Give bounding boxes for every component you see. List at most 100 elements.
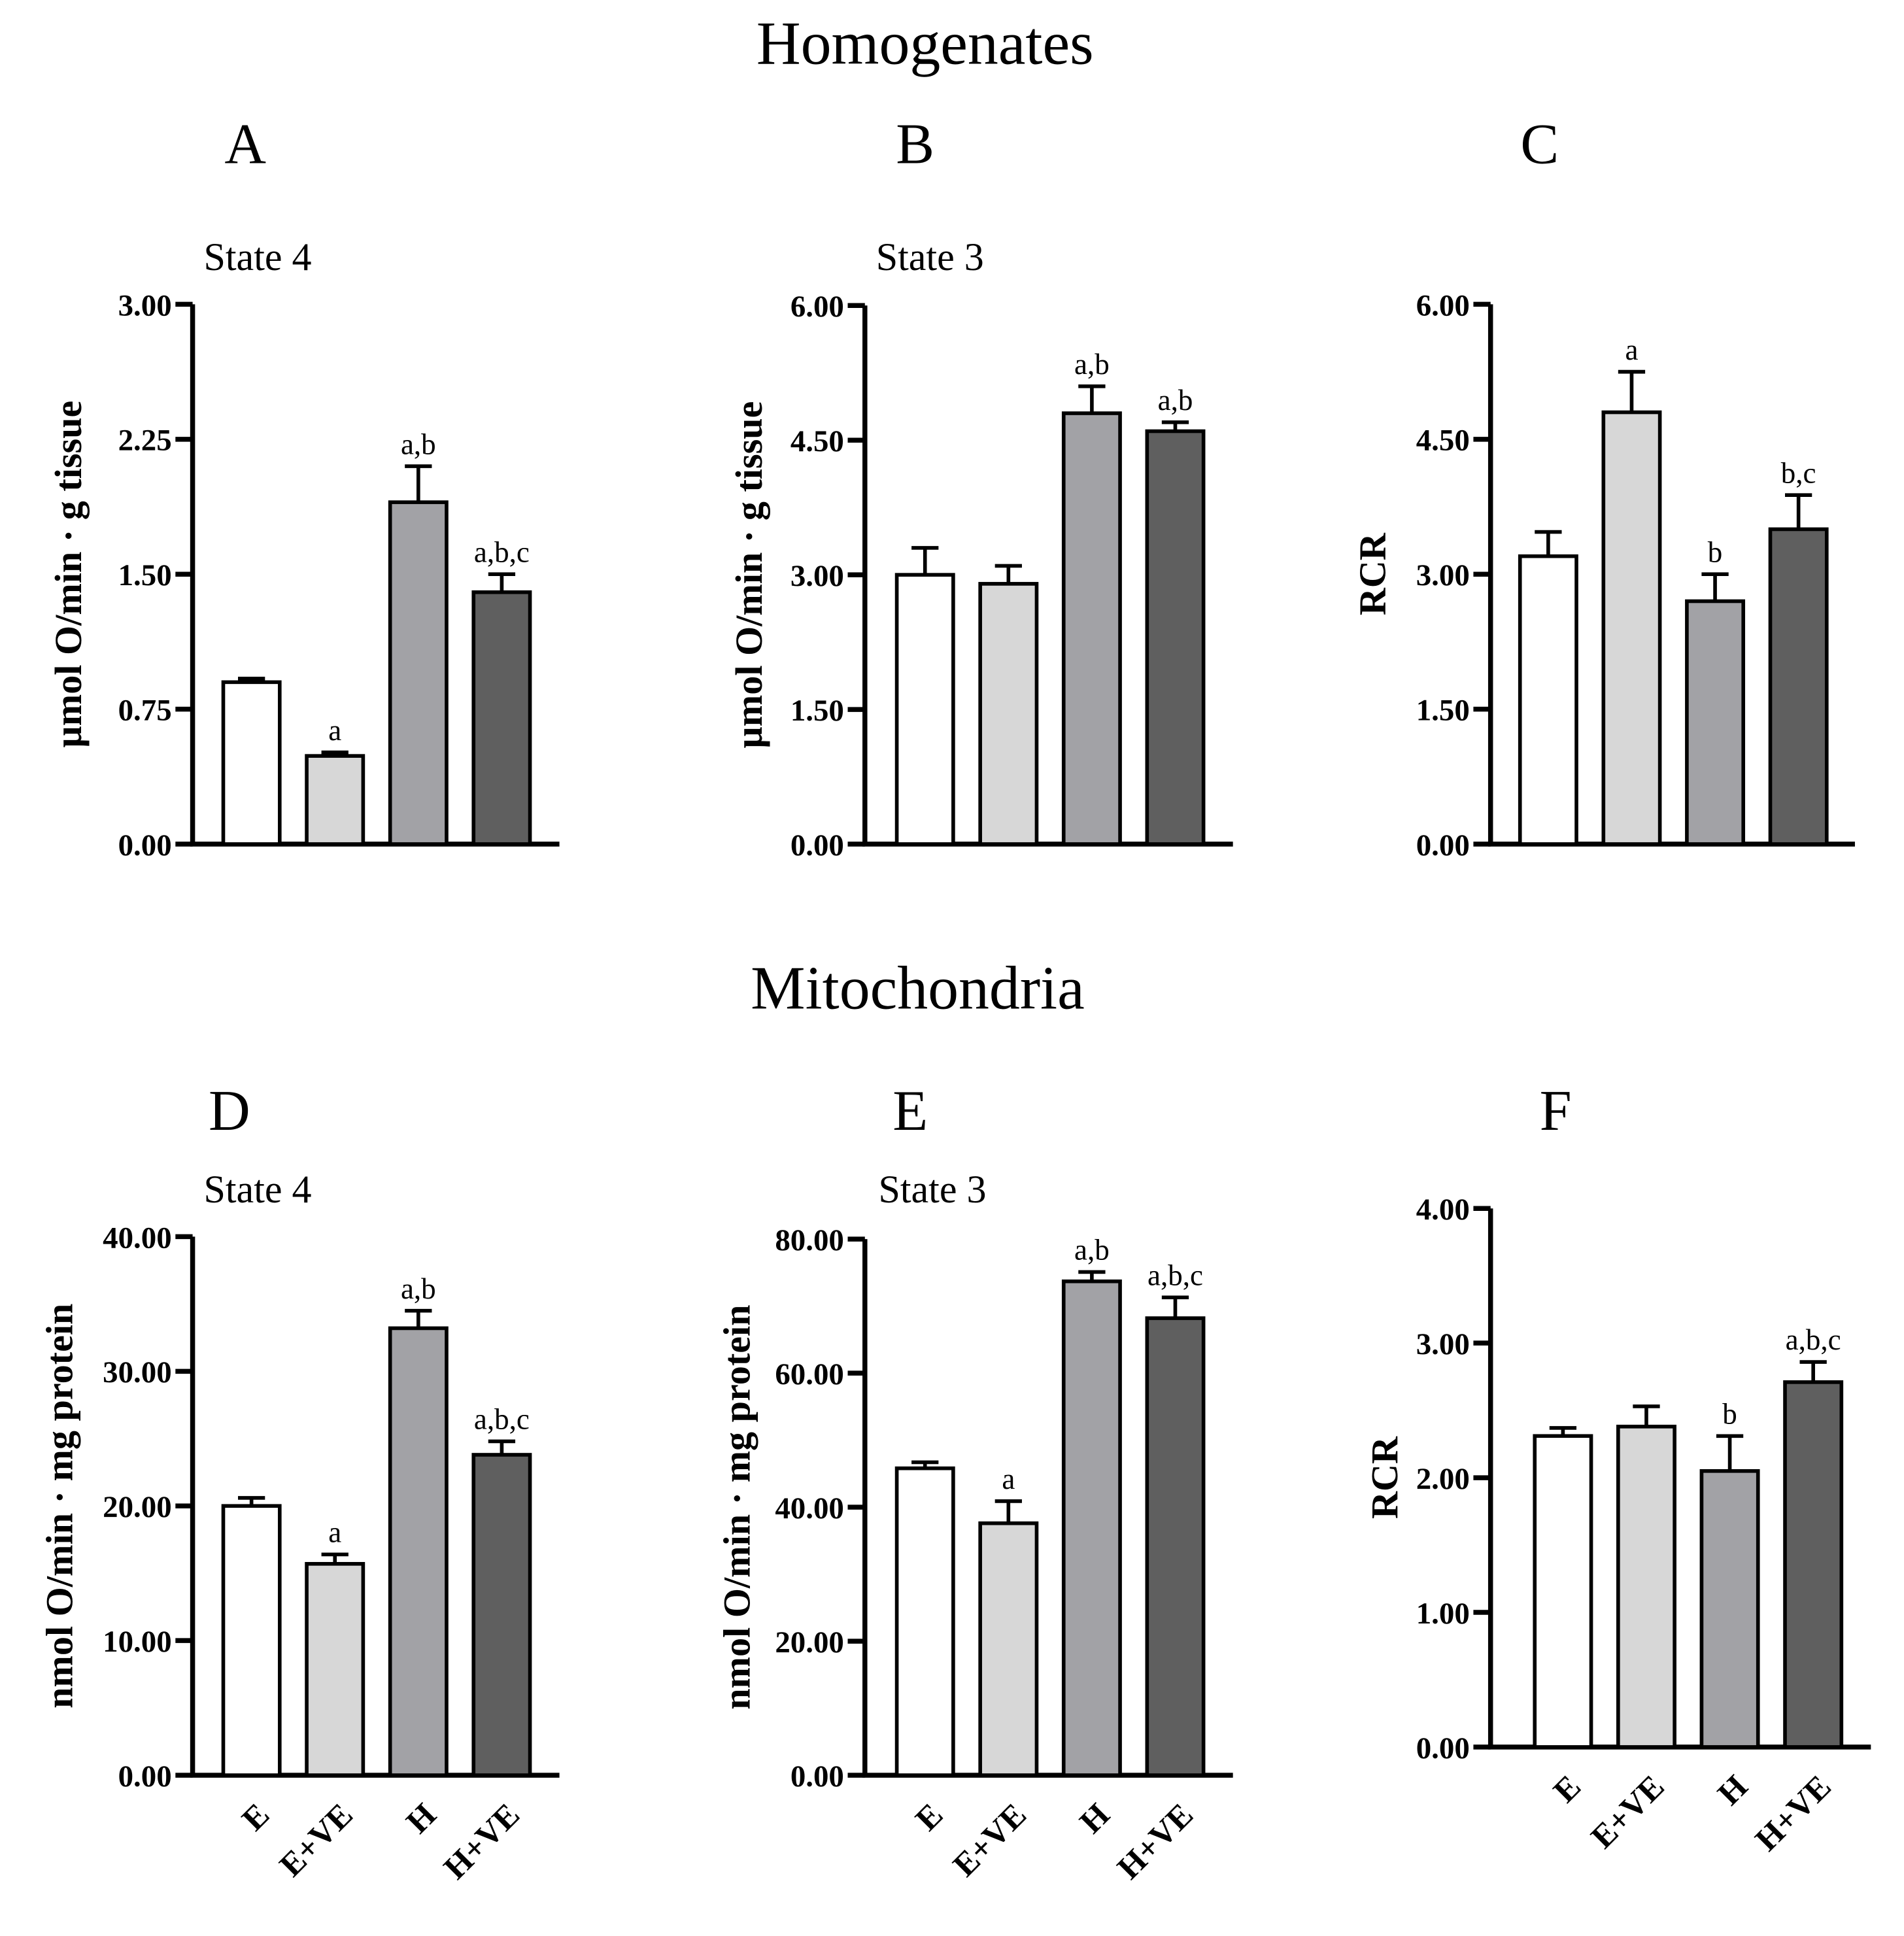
y-tick-label-e-1: 20.00 [775, 1625, 844, 1659]
panel-letter-c: C [1520, 112, 1559, 177]
section-title-mitochondria: Mitochondria [751, 954, 1085, 1022]
y-tick-label-b-3: 4.50 [790, 424, 844, 458]
significance-label-d-3: a,b,c [474, 1403, 530, 1436]
y-axis-label-f: RCR [1363, 1436, 1406, 1519]
panel-d: D State 4 nmol O/min · mg protein 0.00 10.00… [39, 1079, 560, 1886]
panel-letter-b: B [896, 112, 934, 177]
bar-c-0 [1518, 554, 1578, 846]
y-tick-label-c-2: 3.00 [1416, 558, 1470, 592]
x-category-label-d-1: E+VE [272, 1796, 360, 1884]
bar-d-2 [388, 1326, 449, 1777]
y-tick-label-a-1: 0.75 [118, 693, 172, 727]
x-category-label-d-0: E [235, 1796, 276, 1837]
panel-a: A State 4 µmol O/min · g tissue 0.00 0.75 1.5… [47, 112, 560, 862]
y-tick-label-f-2: 2.00 [1416, 1462, 1470, 1496]
bar-d-0 [221, 1504, 282, 1777]
significance-label-f-2: b [1722, 1397, 1737, 1430]
y-tick-label-f-1: 1.00 [1416, 1597, 1470, 1631]
bar-f-3 [1783, 1380, 1844, 1749]
y-axis-label-c: RCR [1351, 532, 1393, 615]
y-tick-label-b-0: 0.00 [790, 828, 844, 862]
panel-letter-f: F [1540, 1079, 1572, 1143]
bar-a-3 [471, 590, 532, 846]
y-tick-label-d-0: 0.00 [118, 1759, 172, 1793]
y-tick-label-c-0: 0.00 [1416, 828, 1470, 862]
x-category-label-f-3: H+VE [1748, 1768, 1838, 1858]
panel-letter-a: A [224, 112, 266, 177]
bar-b-2 [1061, 411, 1122, 846]
y-tick-label-a-4: 3.00 [118, 288, 172, 322]
section-title-homogenates: Homogenates [756, 10, 1094, 78]
bar-c-3 [1768, 527, 1829, 846]
panel-f: F RCR 0.00 1.00 2.00 3.00 4.00 b a,b,c EE+VE HH+VE [1363, 1079, 1871, 1858]
y-tick-label-d-2: 20.00 [103, 1490, 172, 1524]
x-category-label-e-0: E [908, 1796, 949, 1837]
x-category-label-e-2: H [1072, 1796, 1116, 1840]
significance-label-e-1: a [1002, 1463, 1015, 1495]
y-tick-label-e-3: 60.00 [775, 1357, 844, 1391]
y-tick-label-a-0: 0.00 [118, 828, 172, 862]
significance-label-c-3: b,c [1781, 456, 1816, 489]
y-tick-label-f-4: 4.00 [1416, 1193, 1470, 1227]
chart-title-b: State 3 [876, 235, 984, 279]
bar-e-3 [1145, 1316, 1206, 1777]
y-tick-label-e-2: 40.00 [775, 1491, 844, 1525]
bar-d-3 [471, 1453, 532, 1777]
significance-label-c-2: b [1708, 535, 1723, 568]
bar-e-0 [894, 1466, 955, 1777]
bar-a-2 [388, 500, 449, 846]
bar-b-0 [894, 573, 955, 846]
y-tick-label-a-2: 1.50 [118, 558, 172, 592]
chart-title-a: State 4 [203, 235, 311, 279]
bar-e-1 [978, 1521, 1039, 1777]
y-axis-label-a: µmol O/min · g tissue [47, 401, 90, 748]
panel-letter-d: D [209, 1079, 250, 1143]
y-tick-label-a-3: 2.25 [118, 424, 172, 458]
y-axis-label-b: µmol O/min · g tissue [728, 401, 770, 749]
bar-c-1 [1601, 410, 1662, 846]
y-tick-label-c-3: 4.50 [1416, 424, 1470, 458]
x-category-label-d-3: H+VE [437, 1796, 527, 1886]
panel-b: B State 3 µmol O/min · g tissue 0.00 1.50 3.0… [728, 112, 1233, 862]
bar-e-2 [1061, 1279, 1122, 1777]
significance-label-e-3: a,b,c [1148, 1259, 1203, 1292]
bar-f-1 [1616, 1425, 1676, 1749]
significance-label-a-2: a,b [401, 428, 436, 460]
y-tick-label-b-2: 3.00 [790, 559, 844, 593]
y-tick-label-b-4: 6.00 [790, 290, 844, 324]
y-tick-label-c-1: 1.50 [1416, 693, 1470, 727]
x-category-label-f-1: E+VE [1584, 1768, 1671, 1856]
significance-label-d-2: a,b [401, 1272, 436, 1305]
significance-label-b-3: a,b [1158, 384, 1193, 416]
bar-c-2 [1685, 599, 1746, 846]
y-tick-label-d-3: 30.00 [103, 1355, 172, 1389]
y-tick-label-b-1: 1.50 [790, 694, 844, 728]
x-category-label-f-2: H [1710, 1768, 1754, 1812]
x-category-label-d-2: H [399, 1796, 443, 1840]
significance-label-d-1: a [328, 1516, 341, 1549]
bar-f-2 [1699, 1469, 1760, 1749]
significance-label-a-3: a,b,c [474, 535, 530, 568]
y-tick-label-d-1: 10.00 [103, 1625, 172, 1659]
x-category-label-e-3: H+VE [1110, 1796, 1200, 1886]
bar-b-1 [978, 582, 1039, 846]
x-category-label-f-0: E [1546, 1768, 1588, 1809]
significance-label-a-1: a [328, 714, 341, 747]
y-tick-label-e-0: 0.00 [790, 1759, 844, 1793]
y-tick-label-f-0: 0.00 [1416, 1731, 1470, 1765]
panel-e: E State 3 nmol O/min · mg protein 0.00 20.00… [715, 1079, 1233, 1886]
y-tick-label-d-4: 40.00 [103, 1221, 172, 1255]
significance-label-c-1: a [1625, 333, 1638, 366]
bar-d-1 [305, 1561, 366, 1777]
bar-f-0 [1533, 1434, 1593, 1749]
bar-a-0 [221, 680, 282, 846]
y-tick-label-c-4: 6.00 [1416, 288, 1470, 322]
bar-b-3 [1145, 429, 1206, 846]
y-tick-label-f-3: 3.00 [1416, 1327, 1470, 1361]
chart-title-e: State 3 [878, 1167, 986, 1211]
significance-label-e-2: a,b [1074, 1234, 1110, 1266]
significance-label-f-3: a,b,c [1786, 1323, 1841, 1356]
panel-letter-e: E [892, 1079, 928, 1143]
y-tick-label-e-4: 80.00 [775, 1223, 844, 1257]
